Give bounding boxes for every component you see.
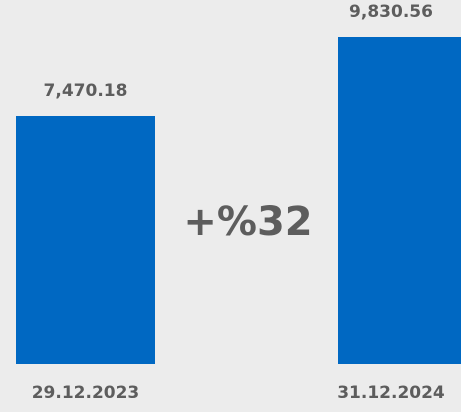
value-label-2023: 7,470.18 [43, 80, 128, 101]
category-label-2024: 31.12.2024 [337, 383, 445, 403]
change-percentage-label: +%32 [183, 199, 313, 245]
bar-2024 [338, 37, 461, 364]
value-label-2024: 9,830.56 [349, 2, 433, 23]
bar-2023 [16, 115, 155, 364]
category-label-2023: 29.12.2023 [31, 383, 140, 403]
